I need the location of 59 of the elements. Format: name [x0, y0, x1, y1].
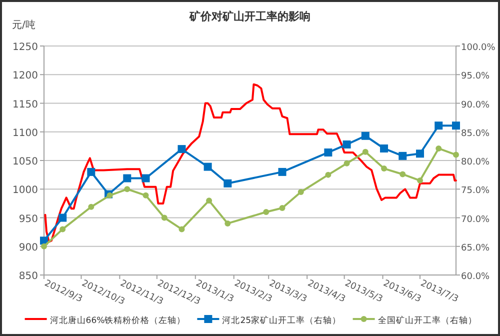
y-axis-title: 元/吨	[12, 19, 36, 31]
point	[298, 188, 304, 195]
point	[381, 166, 388, 172]
point	[224, 179, 232, 188]
y2-tick-label: 75.0%	[461, 186, 490, 196]
y-tick-label: 1100	[12, 128, 38, 139]
y2-tick-label: 65.0%	[461, 243, 490, 254]
point	[224, 220, 231, 226]
point	[206, 198, 212, 204]
point	[142, 174, 150, 182]
legend-label: 河北25家矿山开工率（右轴）	[222, 315, 342, 326]
point	[344, 160, 350, 166]
legend-label: 全国矿山开工率（右轴）	[378, 315, 477, 326]
y2-tick-label: 90.0%	[461, 100, 490, 110]
point	[204, 162, 212, 171]
point	[142, 192, 149, 198]
point	[178, 226, 185, 232]
point	[278, 168, 286, 176]
point	[124, 186, 130, 192]
y-tick-label: 1250	[12, 42, 38, 53]
point	[41, 243, 47, 250]
point	[87, 168, 96, 176]
point	[362, 148, 368, 155]
y2-tick-label: 100.0%	[461, 43, 496, 53]
point	[342, 140, 351, 148]
point	[452, 122, 460, 130]
y-tick-label: 1050	[12, 156, 38, 168]
point	[325, 172, 332, 178]
point	[400, 171, 406, 178]
point	[263, 209, 270, 216]
point	[361, 132, 370, 140]
y-tick-label: 900	[18, 242, 38, 254]
point	[417, 178, 424, 184]
point	[324, 148, 332, 156]
y2-tick-label: 85.0%	[461, 128, 490, 139]
point	[279, 205, 286, 212]
y-tick-label: 1200	[12, 70, 38, 82]
point	[178, 145, 186, 154]
chart-title: 矿价对矿山开工率的影响	[188, 10, 310, 23]
point	[161, 214, 168, 221]
y-tick-label: 1150	[12, 99, 38, 110]
point	[416, 150, 424, 158]
y-tick-label: 850	[18, 271, 38, 282]
y2-tick-label: 80.0%	[461, 158, 490, 168]
point	[123, 174, 132, 182]
y-tick-label: 1000	[12, 185, 38, 196]
point	[436, 145, 442, 152]
y2-tick-label: 95.0%	[461, 72, 490, 82]
y2-tick-label: 60.0%	[461, 272, 490, 282]
point	[380, 144, 388, 152]
point	[60, 226, 66, 232]
point	[398, 152, 407, 160]
y2-tick-label: 70.0%	[461, 214, 490, 225]
point	[58, 214, 67, 222]
y-tick-label: 950	[18, 214, 38, 225]
point	[434, 122, 443, 130]
legend-label: 河北唐山66%铁精粉价格（左轴）	[50, 315, 186, 326]
point	[88, 204, 94, 210]
point	[453, 152, 459, 158]
